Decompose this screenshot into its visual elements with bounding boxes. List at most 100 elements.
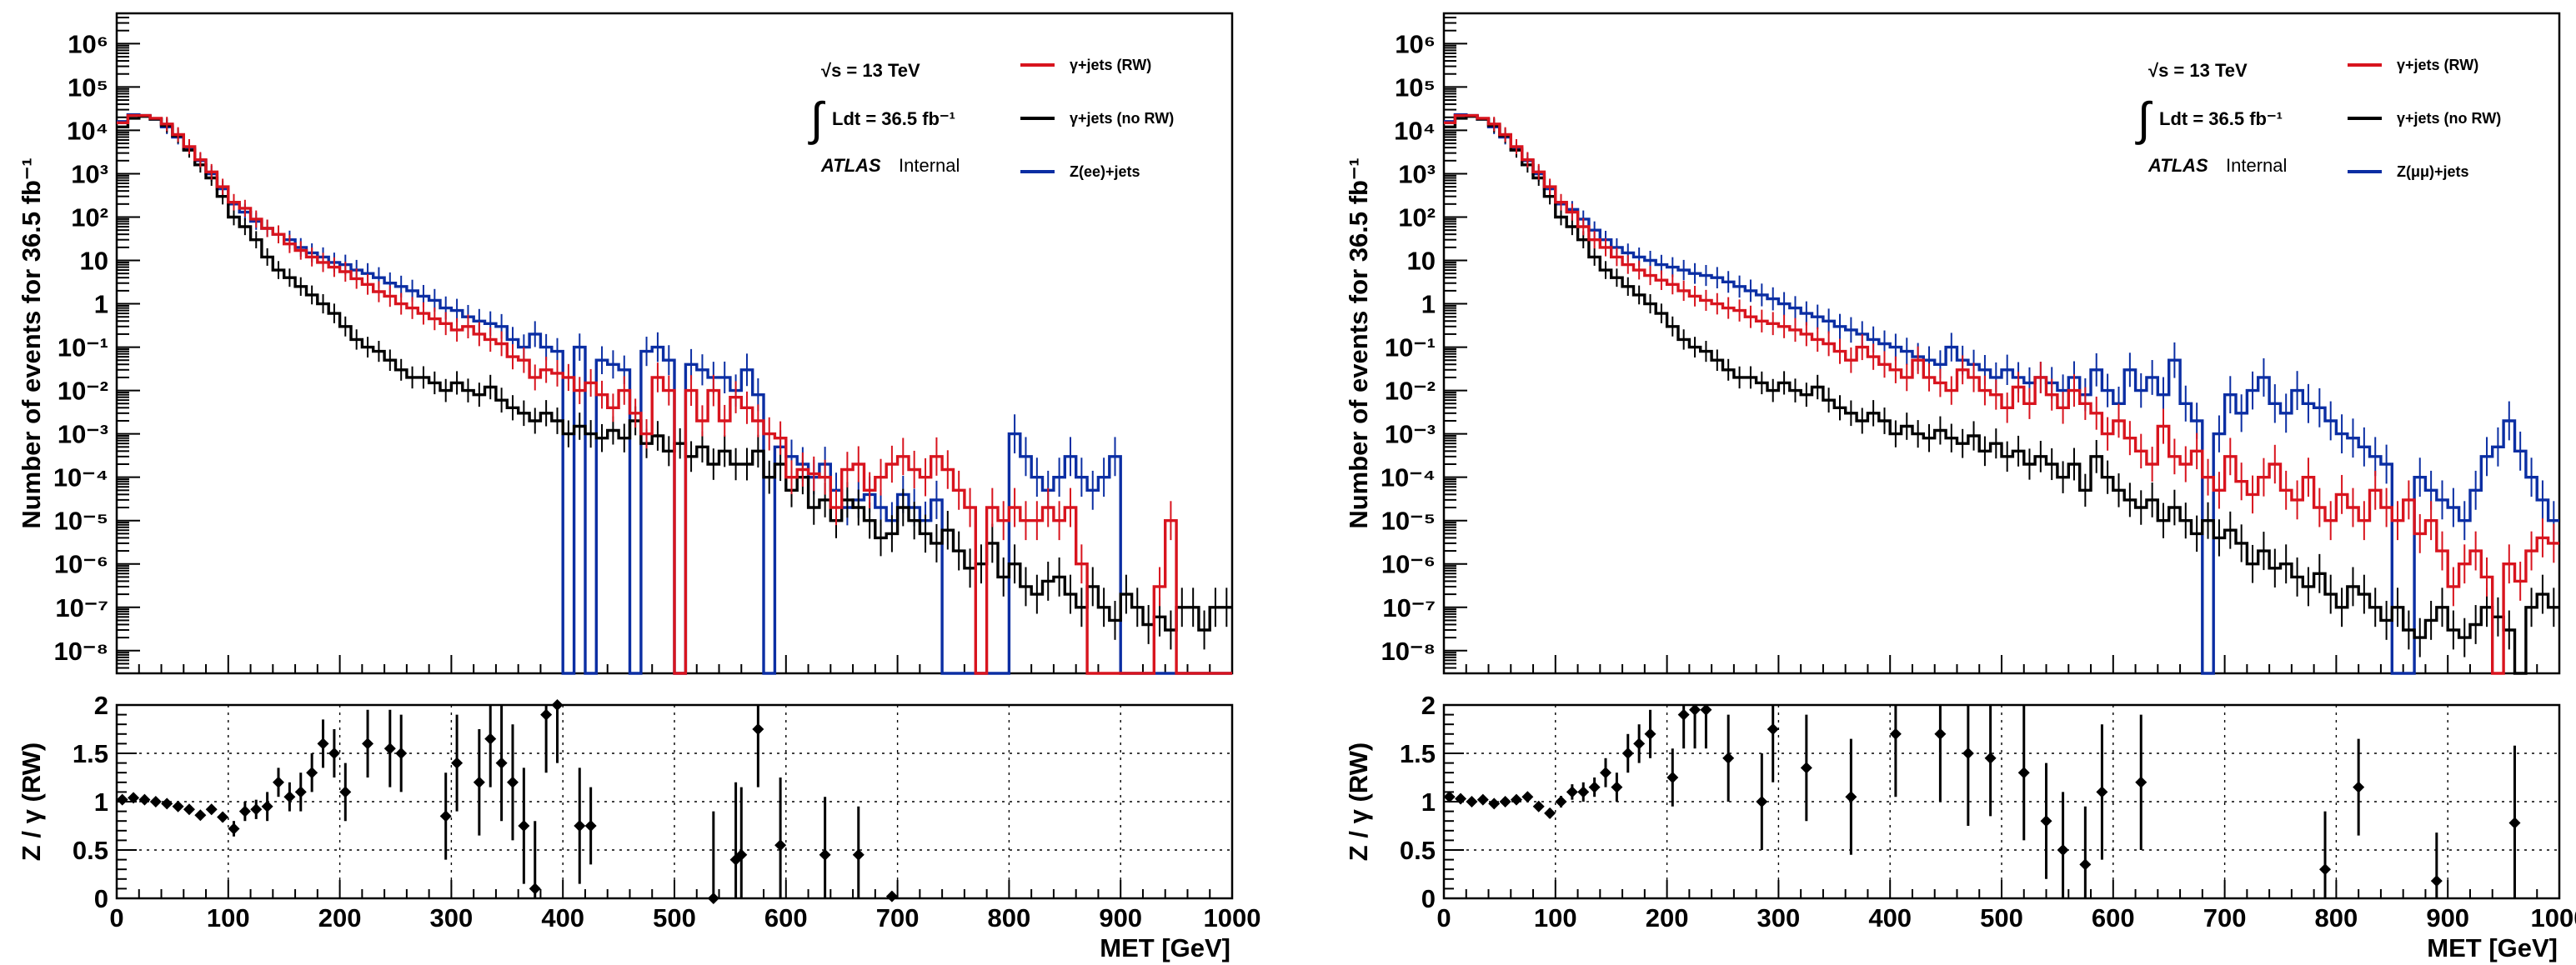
experiment-label: ATLAS [820, 155, 881, 176]
ratio-point [495, 757, 508, 769]
x-tick-label: 600 [2092, 903, 2135, 932]
ratio-y-tick-label: 0.5 [1400, 836, 1436, 865]
y-axis-title: Number of events for 36.5 fb⁻¹ [17, 158, 46, 528]
y-tick-label: 10⁻¹ [1385, 333, 1436, 362]
ratio-point [172, 800, 184, 812]
y-tick-label: 10⁻⁴ [1381, 463, 1436, 492]
ratio-point [885, 890, 898, 902]
ratio-y-tick-label: 2 [94, 691, 108, 720]
legend-label-0: γ+jets (RW) [2397, 57, 2478, 73]
series-line-2 [117, 112, 1232, 675]
ratio-point [1611, 781, 1623, 793]
ratio-y-tick-label: 1 [94, 788, 108, 817]
series-line-2 [1444, 112, 2559, 675]
ratio-point [339, 786, 352, 798]
ratio-point [238, 805, 251, 818]
ratio-point [1532, 800, 1545, 812]
ratio-point [1544, 807, 1556, 819]
ratio-point [1510, 793, 1522, 806]
y-tick-label: 10⁻³ [58, 420, 108, 449]
ratio-point [2057, 844, 2069, 856]
x-tick-label: 700 [876, 903, 920, 932]
x-tick-label: 1000 [1204, 903, 1261, 932]
y-tick-label: 10⁻⁷ [1382, 593, 1436, 622]
ratio-y-tick-label: 0.5 [73, 836, 108, 865]
ratio-point [383, 742, 396, 755]
y-tick-label: 10² [1398, 202, 1436, 232]
ratio-point [1756, 796, 1768, 808]
lumi-label: Ldt = 36.5 fb⁻¹ [832, 108, 955, 129]
integral-sign: ∫ [808, 92, 825, 145]
y-tick-label: 10⁻³ [1385, 420, 1436, 449]
ratio-point [2135, 776, 2148, 788]
ratio-point [1455, 792, 1467, 805]
status-label: Internal [2226, 155, 2287, 176]
ratio-point [294, 786, 307, 798]
ratio-point [283, 791, 296, 803]
energy-label: √s = 13 TeV [821, 60, 920, 81]
ratio-point [1722, 752, 1735, 764]
y-tick-label: 10³ [1398, 159, 1436, 188]
x-tick-label: 900 [2426, 903, 2469, 932]
ratio-panel: 0 0.5 1 1.5 2 0 100 200 300 400 500 600 700 800 900 100… [17, 691, 1260, 962]
ratio-point [1666, 772, 1679, 783]
series-line-1 [1444, 115, 2559, 675]
y-tick-label: 10⁻⁸ [54, 637, 109, 666]
x-tick-label: 500 [653, 903, 696, 932]
y-tick-label: 10⁻¹ [58, 333, 108, 362]
series-line-1 [117, 115, 1232, 632]
ratio-point [2430, 875, 2443, 888]
ratio-point [317, 738, 329, 750]
y-tick-label: 10⁻⁶ [54, 550, 108, 579]
ratio-point [506, 776, 519, 788]
ratio-point [1476, 793, 1489, 806]
ratio-point [1577, 786, 1590, 798]
ratio-point [1677, 708, 1690, 721]
ratio-point [451, 757, 464, 769]
x-tick-label: 400 [1868, 903, 1912, 932]
ratio-point [2319, 863, 2332, 876]
ratio-point [2353, 781, 2365, 793]
x-tick-label: 100 [1534, 903, 1577, 932]
ratio-point [228, 822, 240, 835]
ratio-y-tick-label: 2 [1421, 691, 1436, 720]
x-tick-label: 100 [207, 903, 250, 932]
ratio-y-tick-label: 1 [1421, 788, 1436, 817]
x-tick-label: 300 [430, 903, 474, 932]
y-tick-label: 10² [71, 202, 108, 232]
ratio-y-tick-label: 1.5 [1400, 739, 1436, 768]
ratio-point [1621, 748, 1634, 759]
x-axis-title: MET [GeV] [2427, 933, 2558, 962]
ratio-point [707, 892, 719, 904]
x-tick-label: 500 [1980, 903, 2023, 932]
ratio-point [1600, 767, 1612, 779]
x-tick-label: 700 [2203, 903, 2247, 932]
legend-label-0: γ+jets (RW) [1070, 57, 1151, 73]
ratio-point [261, 800, 273, 812]
ratio-point [217, 811, 229, 823]
status-label: Internal [899, 155, 960, 176]
ratio-point [1555, 796, 1567, 808]
ratio-point [1499, 796, 1511, 808]
legend-label-1: γ+jets (no RW) [1070, 110, 1174, 127]
x-tick-label: 200 [1646, 903, 1689, 932]
x-tick-label: 900 [1099, 903, 1142, 932]
y-tick-label: 10⁻⁶ [1381, 550, 1436, 579]
x-tick-label: 400 [541, 903, 584, 932]
ratio-y-tick-label: 0 [94, 884, 108, 913]
ratio-point [2017, 767, 2030, 779]
x-axis-title: MET [GeV] [1100, 933, 1230, 962]
y-tick-label: 10⁻⁵ [1381, 507, 1436, 536]
ratio-point [1466, 796, 1478, 808]
series-line-0 [117, 113, 1232, 675]
y-tick-label: 10⁻⁸ [1381, 637, 1436, 666]
x-tick-label: 0 [1436, 903, 1451, 932]
ratio-point [1984, 752, 1997, 764]
ratio-point [473, 776, 485, 788]
ratio-point [1845, 791, 1857, 803]
ratio-point [116, 793, 128, 806]
chart-panel-left: 10⁻⁸10⁻⁷10⁻⁶10⁻⁵10⁻⁴10⁻³10⁻²10⁻¹11010²10… [17, 12, 1260, 962]
ratio-point [1889, 728, 1902, 740]
y-tick-label: 1 [1421, 290, 1436, 319]
ratio-point [1588, 781, 1601, 793]
